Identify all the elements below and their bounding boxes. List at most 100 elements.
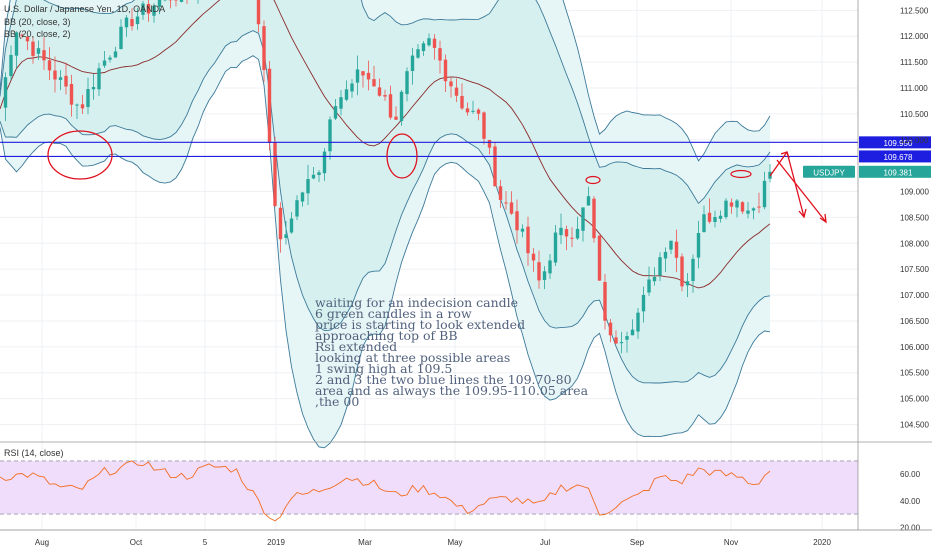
candle-body [708,213,711,222]
x-tick-label: 5 [203,538,208,547]
ticker-label: USDJPY [813,168,845,177]
candle-body [598,236,601,281]
candle-body [433,39,436,48]
candle-body [334,106,337,119]
x-tick-label: Sep [630,538,645,547]
candle-body [669,241,672,250]
candle-body [31,42,34,56]
candle-body [438,48,441,60]
candle-body [515,211,518,230]
candle-body [493,147,496,187]
candle-body [482,112,485,138]
candle-body [378,87,381,95]
candle-body [565,229,568,236]
y-tick-label: 111.500 [900,58,928,67]
candle-body [257,0,260,24]
candle-body [757,207,760,208]
candle-body [372,79,375,86]
candle-body [427,38,430,45]
candle-body [262,26,265,70]
candle-body [537,262,540,280]
candle-body [383,95,386,96]
y-tick-label: 112.500 [900,6,929,15]
candle-body [741,202,744,211]
candle-body [290,219,293,233]
candle-body [92,87,95,89]
y-tick-label: 109.000 [900,188,929,197]
annotation-text: waiting for an indecision candle 6 green… [315,297,615,407]
candle-body [521,229,524,232]
markup-arrow [787,152,804,217]
x-tick-label: Jul [540,538,550,547]
candle-body [488,140,491,148]
candle-body [730,202,733,206]
candle-body [675,242,678,258]
x-tick-label: May [447,538,462,547]
candle-body [647,280,650,293]
candle-body [136,17,139,25]
candle-body [631,330,634,336]
candle-body [642,295,645,311]
candle-body [746,211,749,214]
candle-body [108,58,111,60]
candle-body [130,19,133,26]
candle-body [180,0,183,2]
candle-body [460,96,463,108]
candle-body [686,281,689,285]
x-tick-label: Oct [130,538,143,547]
candle-body [543,271,546,280]
candle-body [9,55,12,76]
x-tick-label: 2019 [267,538,285,547]
candle-body [405,71,408,94]
candle-body [367,73,370,80]
candle-body [592,199,595,238]
candle-body [658,257,661,275]
candle-body [719,216,722,219]
candle-body [449,81,452,86]
candle-body [680,256,683,286]
candle-body [86,89,89,107]
y-tick-label: 107.000 [900,291,929,300]
candle-body [510,202,513,213]
y-tick-label: 106.000 [900,343,929,352]
candle-body [735,201,738,208]
markup-arrow [770,152,787,176]
candle-body [350,84,353,92]
candle-body [713,217,716,222]
y-tick-label: 105.000 [900,395,929,404]
candle-body [328,119,331,151]
level-label: 109.678 [884,153,913,162]
indicator-legend-bb2[interactable]: BB (20, close, 2) [4,29,71,39]
rsi-band-fill [0,461,858,514]
x-tick-label: Mar [358,538,372,547]
candle-body [339,97,342,108]
candle-body [356,69,359,82]
candle-body [625,336,628,340]
candle-body [295,200,298,216]
rsi-legend[interactable]: RSI (14, close) [4,448,64,458]
candle-body [64,76,67,87]
candle-body [636,313,639,332]
candle-body [576,229,579,239]
candle-body [581,207,584,230]
candle-body [691,259,694,281]
candle-body [664,252,667,259]
y-tick-label: 106.500 [900,317,929,326]
candle-body [477,110,480,114]
candle-body [53,71,56,80]
candle-body [114,51,117,57]
candle-body [400,92,403,121]
candle-body [70,84,73,105]
candle-body [471,111,474,112]
candle-body [526,227,529,254]
x-tick-label: Aug [35,538,49,547]
candle-body [653,277,656,281]
rsi-tick-label: 20.00 [900,523,921,532]
symbol-title[interactable]: U.S. Dollar / Japanese Yen, 1D, OANDA [4,4,165,14]
y-tick-label: 112.000 [900,32,929,41]
indicator-legend-bb3[interactable]: BB (20, close, 3) [4,17,71,27]
candle-body [724,201,727,217]
